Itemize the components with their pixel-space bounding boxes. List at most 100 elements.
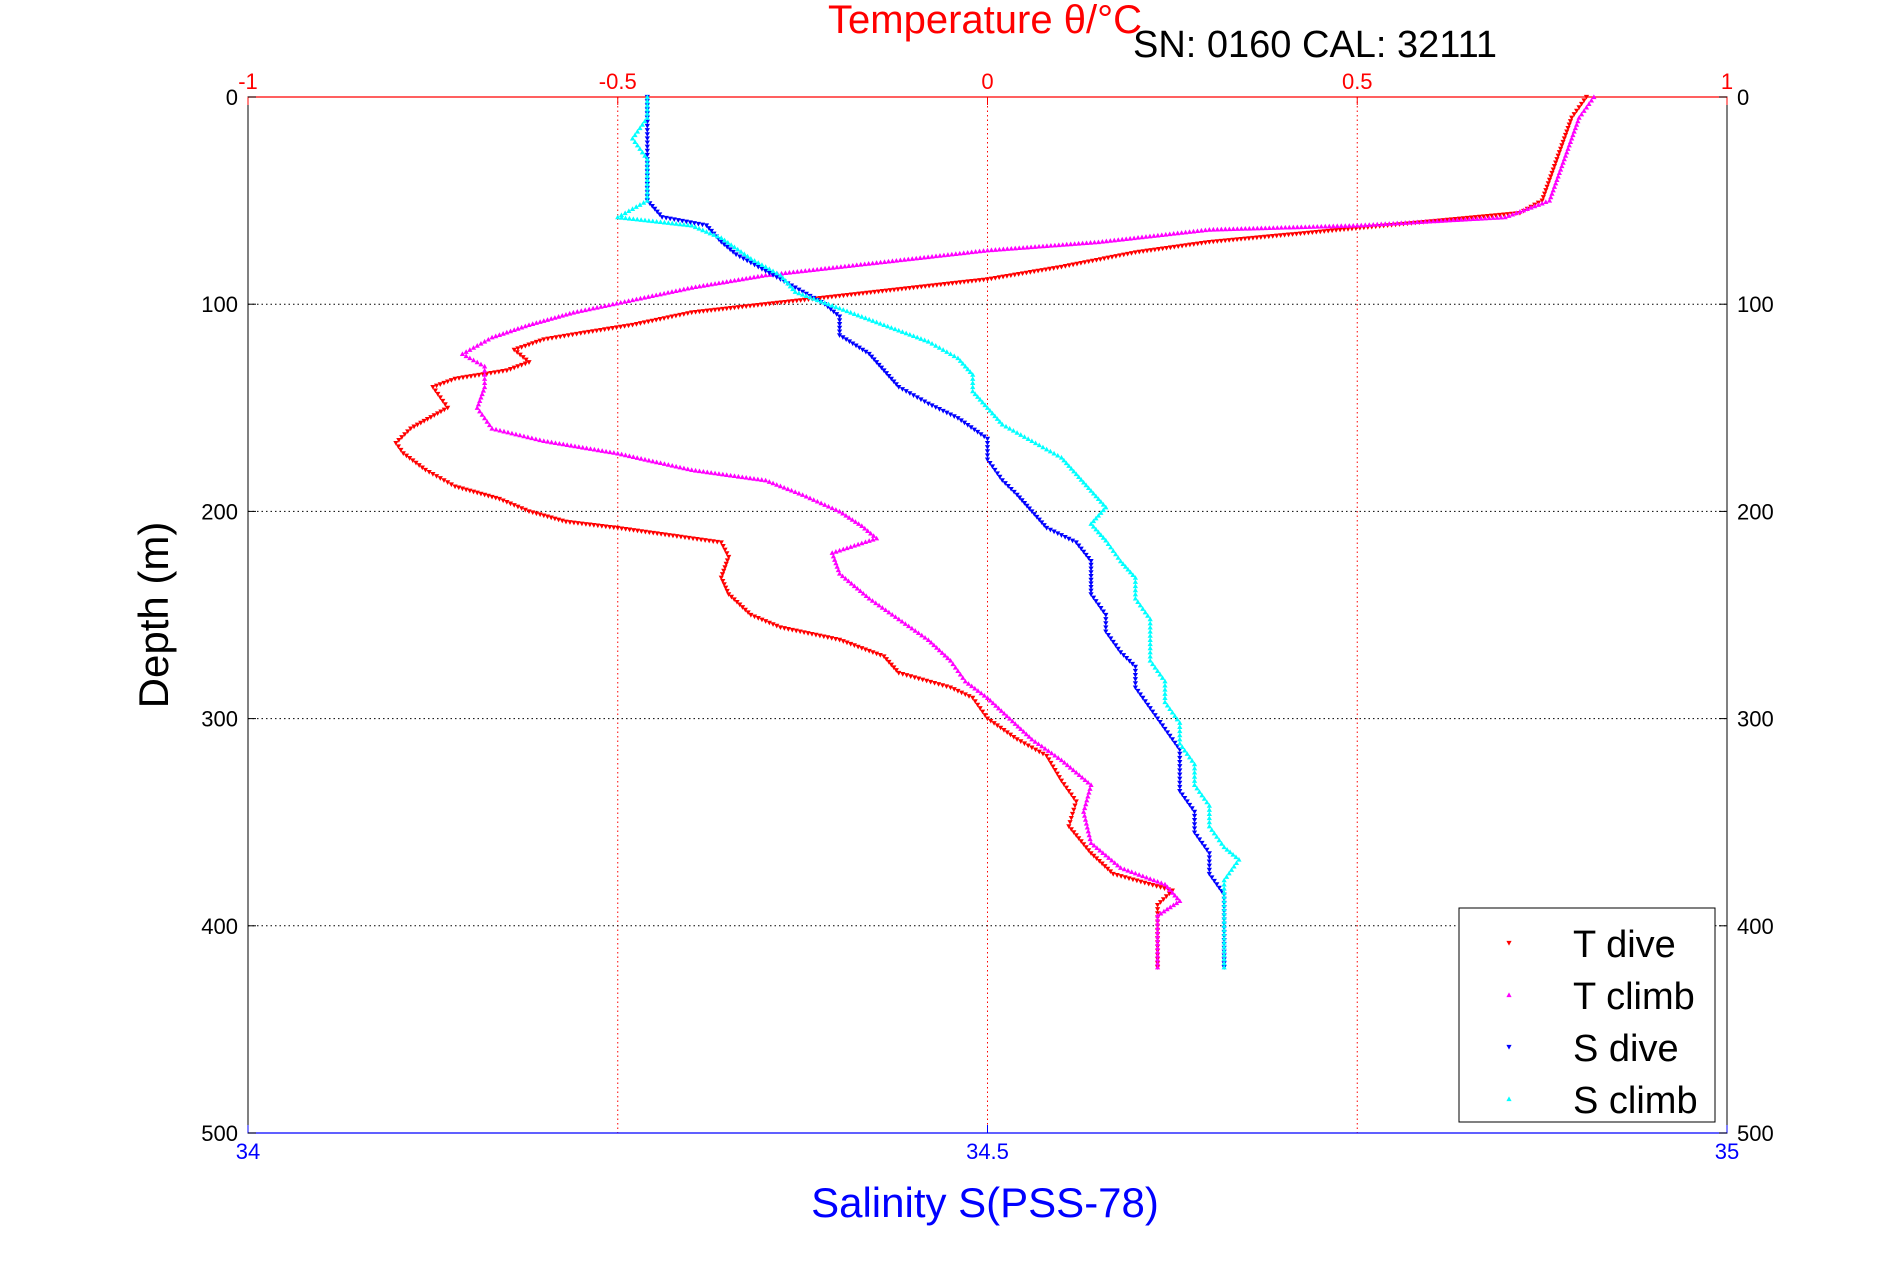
data-point bbox=[1305, 230, 1311, 236]
data-point bbox=[991, 721, 997, 726]
data-point bbox=[645, 319, 651, 325]
data-point bbox=[700, 468, 706, 474]
data-point bbox=[1067, 764, 1073, 770]
data-point bbox=[599, 523, 605, 529]
data-point bbox=[1154, 964, 1161, 970]
data-point bbox=[497, 427, 503, 433]
series-s-dive bbox=[644, 94, 1227, 970]
data-point bbox=[1132, 591, 1138, 597]
data-point bbox=[1206, 239, 1212, 245]
data-point bbox=[591, 523, 597, 528]
data-point bbox=[559, 312, 565, 318]
data-point bbox=[493, 495, 499, 501]
data-point bbox=[1076, 240, 1082, 246]
data-point bbox=[619, 215, 625, 220]
data-point bbox=[962, 692, 968, 698]
data-point bbox=[922, 284, 928, 289]
data-point bbox=[955, 668, 961, 674]
data-point bbox=[1216, 885, 1222, 891]
data-point bbox=[430, 472, 436, 477]
data-point bbox=[1167, 706, 1173, 712]
data-point bbox=[1048, 760, 1054, 766]
data-point bbox=[1571, 112, 1577, 117]
data-point bbox=[1087, 786, 1093, 791]
data-point bbox=[792, 289, 798, 294]
data-point bbox=[866, 538, 872, 543]
data-point bbox=[728, 306, 734, 311]
data-point bbox=[583, 522, 589, 527]
data-point bbox=[1144, 248, 1150, 254]
data-point bbox=[519, 345, 525, 350]
data-point bbox=[698, 537, 704, 543]
data-point bbox=[1123, 236, 1129, 242]
data-point bbox=[1588, 97, 1595, 103]
data-point bbox=[1071, 795, 1077, 801]
data-point bbox=[966, 694, 972, 699]
data-point bbox=[556, 440, 562, 446]
data-point bbox=[997, 419, 1003, 424]
data-point bbox=[748, 260, 754, 266]
data-point bbox=[1100, 850, 1106, 855]
data-point bbox=[1206, 803, 1212, 808]
data-point bbox=[1196, 837, 1203, 843]
data-point bbox=[1221, 931, 1227, 937]
data-point bbox=[663, 215, 669, 221]
data-point bbox=[1172, 892, 1178, 898]
data-point bbox=[665, 315, 671, 321]
data-point bbox=[610, 301, 616, 307]
data-point bbox=[590, 305, 596, 311]
data-point bbox=[1035, 268, 1041, 274]
data-point bbox=[1583, 94, 1590, 100]
data-point bbox=[637, 321, 644, 326]
data-point bbox=[925, 338, 931, 344]
data-point bbox=[947, 412, 954, 418]
data-point bbox=[459, 351, 466, 357]
data-point bbox=[459, 486, 466, 492]
data-point bbox=[770, 268, 776, 274]
data-point bbox=[452, 376, 458, 382]
data-point bbox=[1081, 813, 1088, 818]
data-point bbox=[704, 469, 710, 475]
data-point bbox=[1230, 851, 1236, 857]
data-point bbox=[696, 309, 703, 315]
data-point bbox=[751, 476, 757, 481]
data-point bbox=[1221, 881, 1227, 887]
data-point bbox=[993, 703, 999, 708]
data-point bbox=[1167, 904, 1173, 910]
data-point bbox=[1004, 713, 1010, 719]
data-point bbox=[637, 146, 643, 151]
data-point bbox=[984, 247, 991, 253]
data-point bbox=[576, 444, 582, 449]
data-point bbox=[559, 518, 565, 524]
legend-marker bbox=[1506, 1044, 1512, 1050]
data-point bbox=[1071, 468, 1077, 474]
data-point bbox=[893, 668, 899, 673]
data-point bbox=[1147, 624, 1153, 630]
data-point bbox=[829, 550, 835, 555]
data-point bbox=[957, 280, 963, 285]
data-point bbox=[851, 311, 857, 316]
data-point bbox=[777, 483, 784, 489]
data-point bbox=[1051, 529, 1057, 535]
data-point bbox=[1113, 551, 1119, 557]
data-point bbox=[1234, 237, 1240, 243]
data-point bbox=[735, 305, 742, 310]
data-point bbox=[1025, 743, 1031, 749]
data-point bbox=[1147, 876, 1153, 881]
data-point bbox=[1386, 221, 1392, 226]
data-point bbox=[833, 549, 839, 554]
data-point bbox=[1120, 561, 1126, 566]
data-point bbox=[863, 593, 869, 599]
data-point bbox=[1147, 706, 1153, 711]
data-point bbox=[1132, 250, 1138, 255]
data-point bbox=[1171, 231, 1177, 236]
data-point bbox=[1333, 228, 1339, 233]
data-point bbox=[1313, 229, 1319, 235]
data-point bbox=[630, 528, 637, 533]
data-point bbox=[1060, 242, 1066, 247]
data-point bbox=[840, 335, 846, 340]
data-point bbox=[763, 272, 769, 278]
data-point bbox=[1026, 506, 1033, 512]
data-point bbox=[1073, 540, 1079, 546]
data-point bbox=[482, 492, 488, 498]
